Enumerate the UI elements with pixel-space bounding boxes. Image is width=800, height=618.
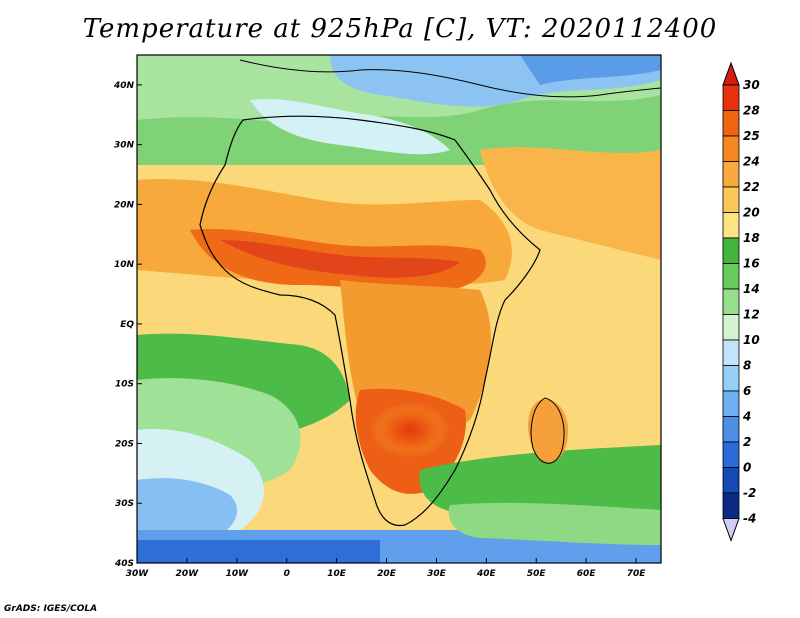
lat-tick-label: 10S [115, 380, 134, 390]
colorbar-swatch [722, 441, 740, 468]
colorbar-label: 4 [742, 410, 751, 424]
colorbar-bottom-arrow [722, 518, 740, 542]
map-frame [136, 54, 662, 564]
colorbar-label: 8 [743, 359, 751, 373]
lon-tick-label: 10E [327, 569, 347, 579]
colorbar-swatch [722, 186, 740, 213]
colorbar-label: 6 [743, 384, 751, 398]
lon-tick-label: 30W [126, 569, 150, 579]
lat-tick-label: 30S [115, 499, 134, 509]
colorbar-swatch [722, 161, 740, 188]
latitude-axis: 40N 30N 20N 10N EQ 10S 20S 30S 40S [113, 81, 142, 569]
lon-tick-label: 10W [226, 569, 250, 579]
colorbar-label: 10 [743, 333, 760, 347]
colorbar-swatch [722, 135, 740, 162]
lat-tick-label: 40N [113, 81, 135, 91]
temperature-field [137, 55, 661, 563]
colorbar-swatch [722, 84, 740, 111]
colorbar-swatch [722, 416, 740, 443]
lon-tick-label: 20E [377, 569, 397, 579]
colorbar-label: 28 [743, 104, 760, 118]
colorbar-label: 14 [743, 282, 760, 296]
colorbar-label: 22 [743, 180, 760, 194]
lat-tick-label: 30N [114, 141, 135, 151]
colorbar-label: -4 [743, 512, 756, 526]
lon-tick-label: 30E [427, 569, 447, 579]
colorbar-swatch [722, 492, 740, 519]
lon-tick-label: 60E [577, 569, 597, 579]
lat-tick-label: EQ [120, 320, 134, 330]
colorbar-swatch [722, 314, 740, 341]
colorbar-label: 18 [743, 231, 760, 245]
lon-tick-label: 70E [627, 569, 647, 579]
credit-label: GrADS: IGES/COLA [4, 604, 98, 614]
colorbar-label: 20 [743, 206, 760, 220]
colorbar-label: 2 [743, 435, 751, 449]
colorbar-swatch [722, 237, 740, 264]
lon-tick-label: 20W [176, 569, 200, 579]
lat-tick-label: 20S [115, 439, 134, 449]
colorbar-swatch [722, 339, 740, 366]
colorbar-label: 12 [743, 308, 760, 322]
colorbar-swatch [722, 288, 740, 315]
chart-title: Temperature at 925hPa [C], VT: 202011240… [82, 14, 718, 44]
lon-tick-label: 50E [527, 569, 547, 579]
colorbar-label: 0 [743, 461, 751, 475]
colorbar-top-arrow [722, 61, 740, 86]
lat-tick-label: 40S [114, 559, 134, 569]
colorbar-label: 16 [743, 257, 760, 271]
africa-coastline [199, 115, 541, 527]
colorbar-swatch [722, 212, 740, 239]
colorbar-swatch [722, 390, 740, 417]
lat-tick-label: 10N [114, 260, 135, 270]
colorbar-swatch [722, 110, 740, 137]
colorbar-swatch [722, 365, 740, 392]
madagascar-coastline [530, 397, 565, 464]
colorbar-swatch [722, 263, 740, 290]
lon-tick-label: 40E [476, 569, 497, 579]
colorbar-label: 25 [743, 129, 760, 143]
colorbar-swatch [722, 467, 740, 494]
colorbar-label: -2 [743, 486, 756, 500]
europe-coastline [239, 59, 662, 98]
colorbar-label: 30 [743, 78, 760, 92]
lat-tick-label: 20N [114, 200, 135, 210]
longitude-axis: 30W 20W 10W 0 10E 20E 30E 40E 50E 60E 70E [126, 558, 646, 579]
lon-tick-label: 0 [284, 569, 290, 579]
colorbar-label: 24 [743, 155, 760, 169]
